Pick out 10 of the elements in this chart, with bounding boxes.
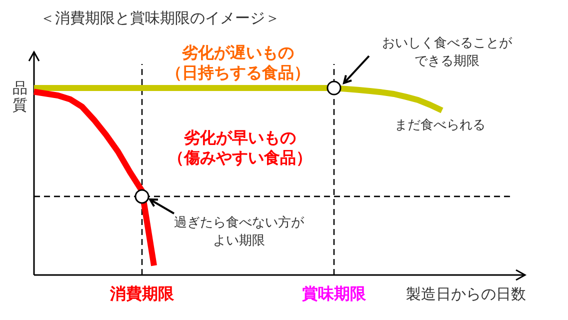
annotation: 過ぎたら食べない方がよい期限 (174, 214, 305, 248)
series-label: 劣化が遅いもの（日持ちする食品） (166, 44, 310, 82)
x-tick-label: 賞味期限 (302, 285, 367, 303)
x-tick-label: 消費期限 (109, 285, 175, 303)
chart-title: ＜消費期限と賞味期限のイメージ＞ (40, 10, 280, 27)
text: 劣化が早いもの（傷みやすい食品） (168, 129, 312, 167)
annotation: まだ食べられる (394, 117, 486, 132)
y-axis-title: 品質 (12, 80, 28, 114)
text: おいしく食べることができる期限 (382, 35, 513, 68)
x-axis-title: 製造日からの日数 (406, 286, 526, 303)
